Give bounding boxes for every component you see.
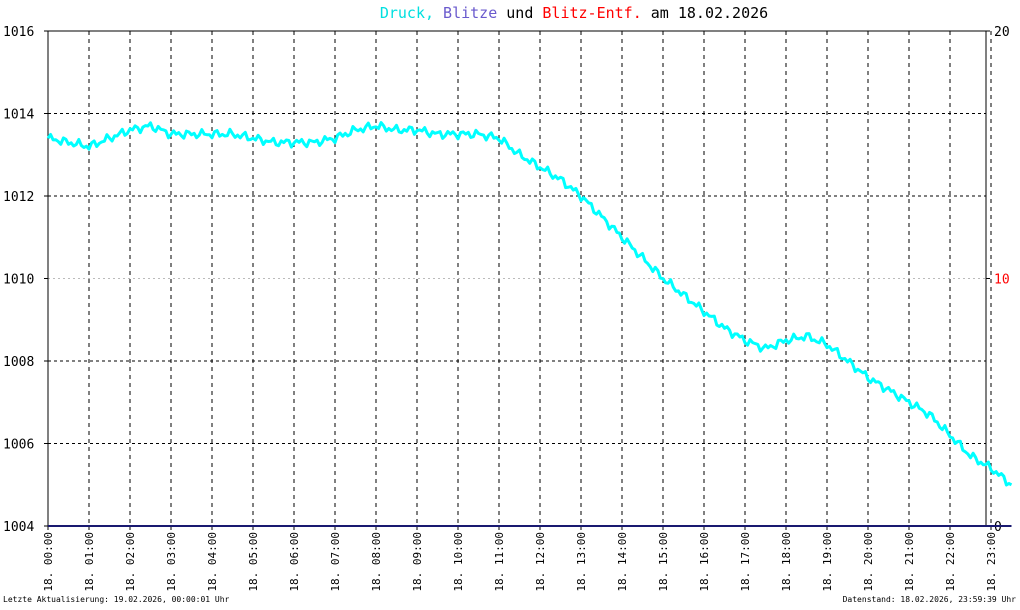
x-tick-label: 18. 19:00 [821,532,834,592]
title-part: Druck, [380,4,434,22]
y-left-tick-label: 1014 [3,108,34,123]
y-axis-left: 1004 1006 1008 1010 1012 1014 1016 [3,25,48,535]
x-tick-label: 18. 02:00 [124,532,137,592]
x-tick-label: 18. 18:00 [780,532,793,592]
title-part: Blitz-Entf. [533,4,641,22]
footer-right: Datenstand: 18.02.2026, 23:59:39 Uhr [843,595,1017,604]
x-axis: 18. 00:00 18. 01:00 18. 02:00 18. 03:00 18. … [42,526,998,592]
x-tick-label: 18. 16:00 [698,532,711,592]
x-tick-label: 18. 14:00 [616,532,629,592]
x-tick-label: 18. 17:00 [739,532,752,592]
y-left-tick-label: 1008 [3,355,34,370]
chart-title: Druck, Blitze und Blitz-Entf. am 18.02.2… [380,4,768,22]
x-tick-label: 18. 07:00 [329,532,342,592]
x-tick-label: 18. 05:00 [247,532,260,592]
x-tick-label: 18. 23:00 [985,532,998,592]
x-tick-label: 18. 10:00 [452,532,465,592]
y-left-tick-label: 1016 [3,25,34,40]
x-tick-label: 18. 15:00 [657,532,670,592]
y-left-tick-label: 1010 [3,273,34,288]
x-tick-label: 18. 13:00 [575,532,588,592]
y-left-tick-label: 1006 [3,438,34,453]
x-tick-label: 18. 22:00 [944,532,957,592]
x-tick-label: 18. 09:00 [411,532,424,592]
grid [48,31,992,526]
x-tick-label: 18. 11:00 [493,532,506,592]
x-tick-label: 18. 20:00 [862,532,875,592]
x-tick-label: 18. 04:00 [206,532,219,592]
y-right-tick-label: 10 [994,273,1010,288]
x-tick-label: 18. 00:00 [42,532,55,592]
y-axis-right: 0 10 20 [986,25,1010,535]
series-layer [46,121,1013,527]
x-tick-label: 18. 03:00 [165,532,178,592]
y-right-tick-label: 0 [994,520,1002,535]
pressure-series-line [46,121,1013,487]
y-left-tick-label: 1012 [3,190,34,205]
title-part: am 18.02.2026 [642,4,768,22]
x-tick-label: 18. 01:00 [83,532,96,592]
footer-left: Letzte Aktualisierung: 19.02.2026, 00:00… [3,595,230,604]
x-tick-label: 18. 12:00 [534,532,547,592]
y-right-tick-label: 20 [994,25,1010,40]
x-tick-label: 18. 06:00 [288,532,301,592]
y-left-tick-label: 1004 [3,520,34,535]
x-tick-label: 18. 21:00 [903,532,916,592]
x-tick-label: 18. 08:00 [370,532,383,592]
title-part: Blitze [434,4,497,22]
title-part: und [497,4,533,22]
